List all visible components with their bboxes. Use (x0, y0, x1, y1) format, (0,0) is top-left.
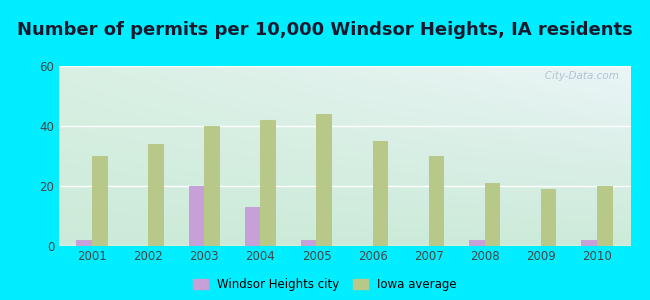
Bar (204, 126, 220, 246)
Bar (261, 120, 276, 246)
Bar (541, 189, 556, 246)
Bar (188, 186, 204, 246)
Bar (372, 141, 388, 246)
Bar (301, 240, 317, 246)
Bar (77, 240, 92, 246)
Legend: Windsor Heights city, Iowa average: Windsor Heights city, Iowa average (193, 278, 457, 291)
Text: Number of permits per 10,000 Windsor Heights, IA residents: Number of permits per 10,000 Windsor Hei… (17, 21, 633, 39)
Bar (581, 240, 597, 246)
Bar (244, 207, 261, 246)
Bar (485, 183, 500, 246)
Text: City-Data.com: City-Data.com (535, 71, 619, 81)
Bar (597, 186, 612, 246)
Bar (148, 144, 164, 246)
Bar (92, 156, 108, 246)
Bar (317, 114, 332, 246)
Bar (428, 156, 445, 246)
Bar (469, 240, 485, 246)
